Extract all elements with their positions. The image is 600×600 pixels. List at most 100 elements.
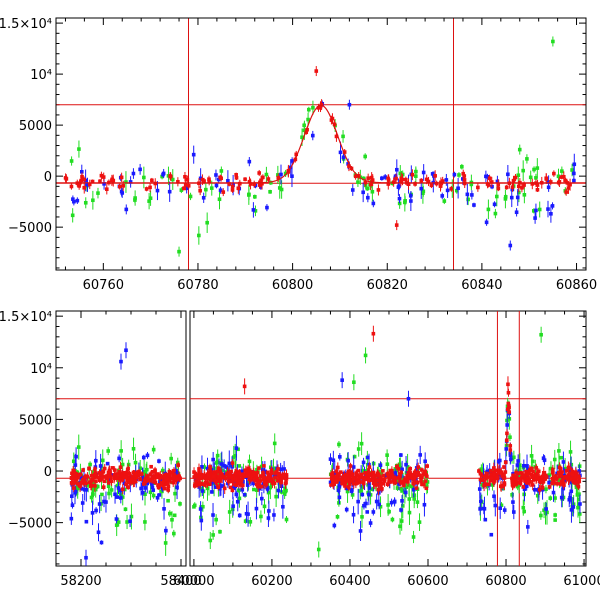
data-point (172, 468, 176, 473)
data-point (221, 190, 226, 194)
data-point (230, 479, 235, 484)
data-point (100, 476, 104, 481)
data-point (414, 474, 418, 478)
data-point (400, 467, 404, 472)
data-point (423, 479, 428, 483)
data-point (240, 487, 245, 492)
data-point (356, 174, 361, 178)
data-point (221, 484, 226, 488)
data-point (534, 208, 538, 213)
data-point (264, 476, 268, 480)
data-point (346, 485, 351, 489)
data-point (351, 481, 356, 486)
data-point (75, 486, 80, 491)
data-point (105, 461, 110, 466)
data-point (282, 467, 286, 471)
data-point (542, 458, 547, 462)
data-point (207, 482, 212, 486)
data-point (372, 473, 376, 478)
data-point (561, 174, 566, 179)
data-point (357, 479, 361, 483)
data-point (340, 378, 344, 382)
data-point (127, 471, 132, 476)
data-point (328, 480, 333, 485)
data-point (332, 122, 337, 127)
data-point (81, 468, 85, 472)
data-point (553, 474, 558, 479)
data-point (376, 472, 381, 477)
data-point (561, 478, 565, 482)
data-point (123, 507, 128, 512)
data-point (156, 483, 160, 488)
data-point (406, 396, 411, 401)
plot-frame (55, 17, 587, 271)
data-point (411, 535, 416, 539)
data-point (560, 169, 564, 173)
data-point (97, 502, 102, 506)
data-point (402, 483, 406, 488)
data-point (485, 471, 489, 476)
data-point (454, 188, 459, 193)
data-point (160, 480, 165, 485)
data-point (487, 176, 492, 181)
data-point (236, 186, 241, 191)
data-point (106, 484, 111, 489)
data-point (275, 478, 280, 483)
data-point (171, 475, 176, 480)
data-point (351, 465, 356, 469)
data-point (102, 499, 106, 504)
data-point (131, 171, 136, 176)
data-point (72, 199, 76, 204)
data-point (369, 471, 374, 476)
data-point (106, 474, 111, 479)
data-point (252, 182, 257, 187)
data-point (70, 213, 75, 218)
data-point (211, 513, 215, 517)
data-point (119, 189, 124, 194)
data-point (241, 483, 245, 488)
data-point (564, 469, 569, 473)
data-point (564, 190, 568, 194)
data-point (499, 503, 504, 508)
data-point (168, 511, 172, 516)
data-point (206, 473, 211, 478)
data-point (124, 348, 128, 353)
data-point (385, 472, 390, 476)
data-point (178, 476, 182, 481)
data-point (522, 183, 526, 187)
data-point (522, 193, 527, 197)
data-point (332, 523, 337, 528)
data-point (102, 479, 107, 484)
data-point (279, 172, 283, 177)
data-point (231, 504, 235, 508)
data-point (142, 469, 146, 474)
model-fit-curve (56, 104, 586, 184)
data-point (202, 473, 207, 478)
data-point (507, 417, 512, 421)
data-point (334, 469, 339, 474)
data-point (489, 468, 493, 473)
data-point (126, 485, 130, 490)
data-point (215, 453, 220, 458)
data-point (128, 180, 133, 184)
data-point (576, 475, 580, 480)
data-point (72, 471, 76, 476)
data-point (155, 495, 160, 500)
data-point (204, 187, 208, 192)
data-point (276, 488, 281, 493)
data-point (290, 174, 294, 178)
data-point (266, 177, 271, 181)
data-point (400, 504, 405, 508)
data-point (167, 469, 172, 474)
data-point (330, 471, 335, 475)
data-point (248, 182, 253, 186)
data-point (522, 463, 526, 468)
x-tick-label: 60200 (251, 574, 292, 589)
data-point (332, 471, 337, 476)
data-point (229, 475, 234, 479)
data-point (383, 175, 387, 179)
data-point (530, 483, 535, 487)
data-point (151, 493, 156, 498)
data-point (376, 487, 381, 492)
